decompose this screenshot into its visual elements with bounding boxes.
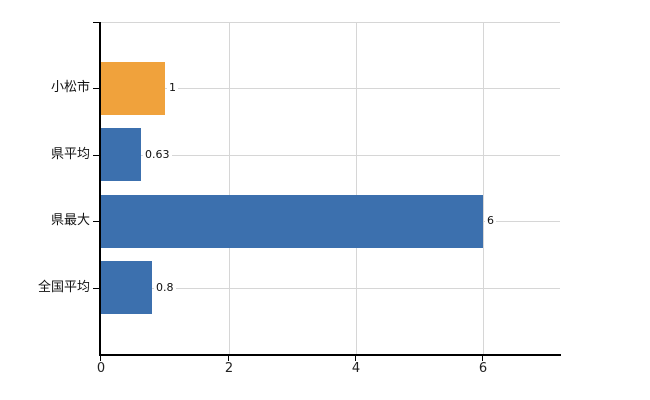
- y-axis-label-3: 全国平均: [37, 280, 90, 295]
- y-axis-label-2: 県最大: [50, 213, 90, 228]
- x-tick-label-0: 0: [96, 361, 106, 376]
- value-label-0: 1: [167, 80, 178, 96]
- value-label-2: 6: [485, 213, 496, 229]
- plot-area: 1 0.63 6 0.8: [101, 22, 560, 354]
- y-tick-top: [93, 22, 100, 23]
- x-tick-label-3: 6: [478, 361, 488, 376]
- h-gridline-1: [101, 155, 560, 156]
- value-label-1: 0.63: [143, 147, 172, 163]
- bar-3: [101, 261, 152, 314]
- bar-2: [101, 195, 483, 248]
- x-tick-0: [100, 356, 101, 361]
- value-label-3: 0.8: [154, 280, 176, 296]
- h-gridline-0: [101, 88, 560, 89]
- y-tick-1: [93, 155, 100, 156]
- plot-top-border: [101, 22, 560, 23]
- y-tick-2: [93, 221, 100, 222]
- v-gridline-2: [356, 22, 357, 354]
- y-axis-label-0: 小松市: [50, 80, 90, 95]
- y-axis-line: [99, 22, 101, 356]
- y-tick-3: [93, 288, 100, 289]
- h-gridline-3: [101, 288, 560, 289]
- x-axis-line: [99, 354, 561, 356]
- x-tick-1: [228, 356, 229, 361]
- v-gridline-1: [229, 22, 230, 354]
- bar-1: [101, 128, 141, 181]
- x-tick-label-2: 4: [351, 361, 361, 376]
- x-tick-3: [482, 356, 483, 361]
- x-tick-2: [355, 356, 356, 361]
- y-tick-0: [93, 88, 100, 89]
- bar-0: [101, 62, 165, 115]
- v-gridline-3: [483, 22, 484, 354]
- y-axis-label-1: 県平均: [50, 147, 90, 162]
- x-tick-label-1: 2: [224, 361, 234, 376]
